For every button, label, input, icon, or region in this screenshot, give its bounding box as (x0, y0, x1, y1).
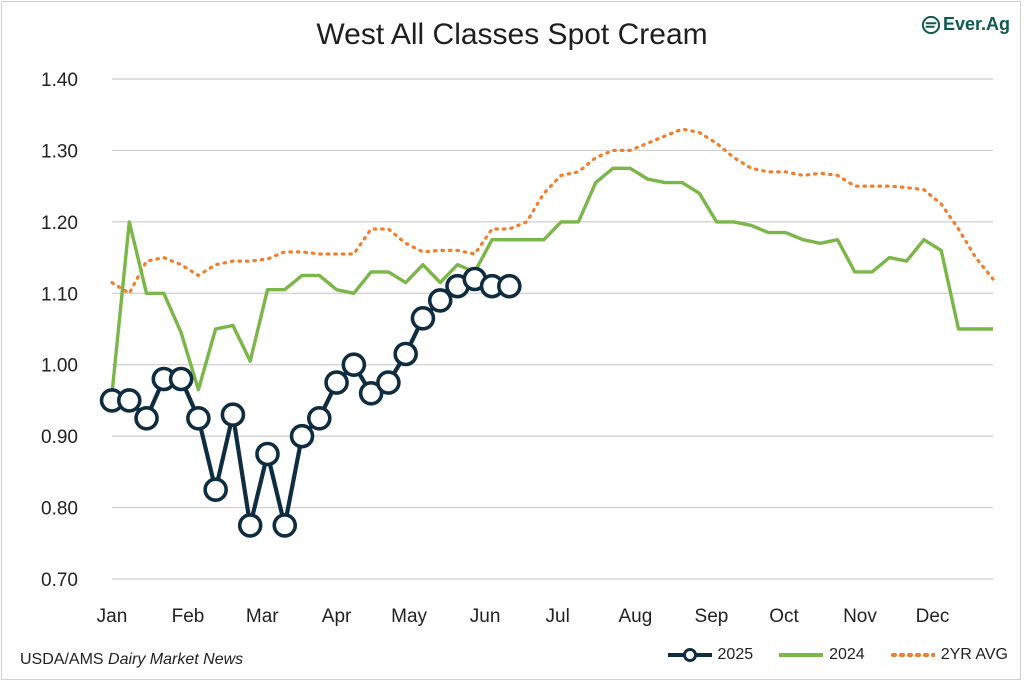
legend-dotted-line-icon (890, 653, 935, 657)
y-tick-label: 0.70 (41, 570, 78, 591)
data-point-2025 (376, 370, 401, 395)
series-lines (99, 127, 995, 538)
series-line-2yr-avg (110, 127, 995, 295)
series-line-2024 (110, 166, 993, 394)
data-point-2025 (134, 405, 159, 431)
data-point-2025 (341, 352, 367, 378)
y-tick-label: 0.90 (41, 427, 78, 448)
legend-item-2024: 2024 (779, 646, 865, 664)
data-point-2025 (220, 402, 246, 428)
source-prefix: USDA/AMS (20, 651, 109, 668)
y-tick-label: 1.00 (41, 356, 78, 377)
legend-item-2yr-avg: 2YR AVG (890, 646, 1008, 664)
data-point-2025 (306, 405, 332, 431)
x-tick-label: Sep (695, 606, 729, 627)
ever-ag-logo-icon (921, 15, 940, 34)
y-tick-label: 1.10 (41, 284, 78, 305)
y-axis-ticks: 0.70 0.80 0.90 1.00 1.10 1.20 1.30 1.40 (41, 70, 78, 591)
legend-item-2025: 2025 (667, 646, 754, 664)
legend-label: 2YR AVG (940, 646, 1008, 663)
data-point-2025 (358, 380, 384, 406)
source-note: USDA/AMS Dairy Market News (20, 651, 243, 669)
y-tick-label: 1.30 (41, 141, 78, 162)
legend-label: 2024 (829, 646, 865, 663)
data-point-2025 (272, 513, 298, 538)
x-tick-label: Oct (769, 606, 799, 627)
x-tick-label: Aug (619, 606, 653, 627)
x-tick-label: May (391, 606, 427, 627)
gridlines (112, 78, 993, 580)
x-tick-label: Apr (322, 606, 352, 627)
x-tick-label: Jun (470, 606, 501, 627)
legend-line-icon (779, 653, 824, 657)
data-point-2025 (168, 366, 194, 392)
chart-title: West All Classes Spot Cream (316, 18, 708, 51)
y-tick-label: 1.20 (41, 213, 78, 234)
logo-text: Ever.Ag (942, 14, 1010, 34)
data-point-2025 (427, 288, 453, 313)
source-italic: Dairy Market News (108, 651, 244, 668)
x-axis-ticks: Jan Feb Mar Apr May Jun Jul Aug Sep Oct Nov Dec (97, 606, 950, 627)
series-line-2025 (112, 276, 510, 528)
y-tick-label: 1.40 (41, 70, 78, 91)
x-tick-label: Nov (843, 606, 877, 627)
chart-legend: 2025 2024 2YR AVG (667, 646, 1008, 664)
x-tick-label: Jul (546, 606, 570, 627)
data-point-2025 (255, 441, 280, 467)
data-point-2025 (497, 273, 522, 299)
x-tick-label: Dec (916, 606, 950, 627)
data-point-2025 (393, 341, 418, 367)
data-point-2025 (186, 405, 211, 431)
data-point-2025 (237, 513, 263, 538)
x-tick-label: Mar (246, 606, 279, 627)
legend-label: 2025 (717, 646, 754, 663)
data-point-2025 (116, 388, 142, 413)
legend-marker-icon (667, 648, 712, 662)
y-tick-label: 0.80 (41, 499, 78, 520)
x-tick-label: Feb (172, 606, 205, 627)
data-point-2025 (324, 370, 349, 395)
data-point-2025 (203, 477, 228, 503)
line-chart: 0.70 0.80 0.90 1.00 1.10 1.20 1.30 1.40 Jan Feb M… (41, 70, 995, 627)
data-point-2025 (289, 423, 315, 449)
brand-logo: Ever.Ag (921, 14, 1010, 35)
x-tick-label: Jan (97, 606, 128, 627)
data-point-2025 (410, 305, 436, 331)
